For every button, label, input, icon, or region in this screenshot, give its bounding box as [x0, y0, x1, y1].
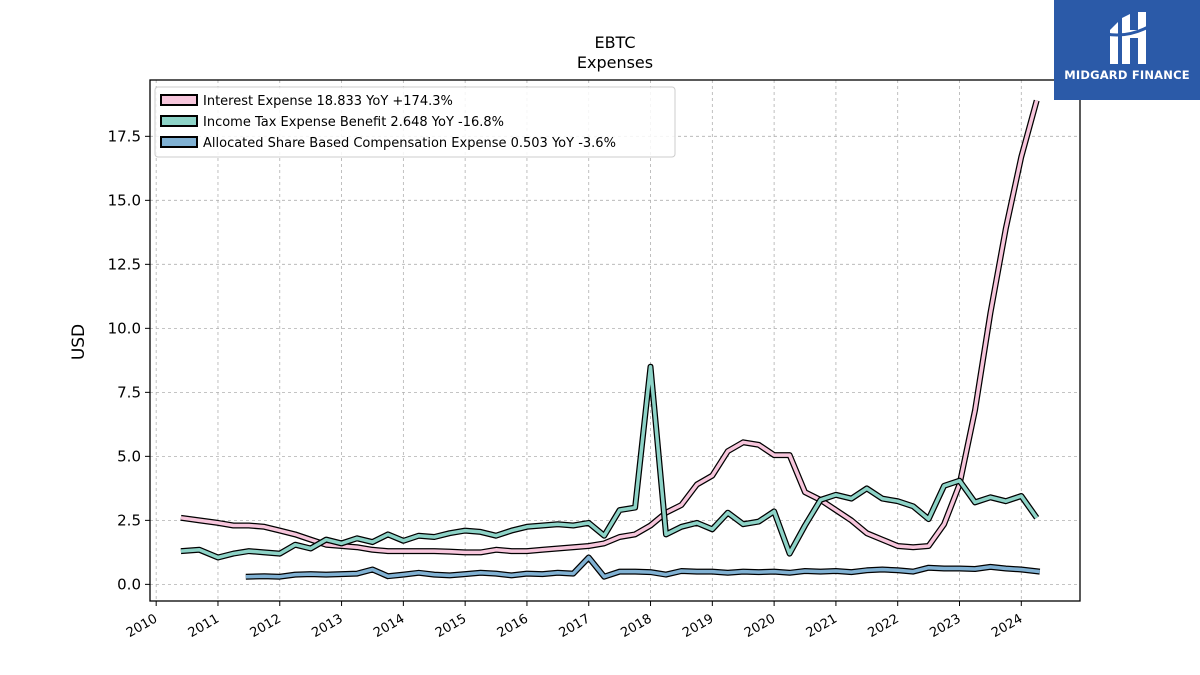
y-tick-label: 17.5 — [108, 127, 141, 145]
midgard-logo-icon — [1105, 12, 1151, 64]
y-axis-label: USD — [69, 324, 89, 360]
chart-title-text: EBTC — [594, 33, 635, 52]
x-tick-label: 2013 — [309, 611, 345, 641]
y-tick-label: 10.0 — [108, 319, 141, 337]
x-tick-label: 2021 — [804, 611, 840, 641]
grid — [150, 80, 1080, 601]
x-tick-label: 2023 — [927, 611, 963, 641]
x-tick-label: 2011 — [186, 611, 222, 641]
series-2 — [245, 554, 1041, 580]
series-line — [180, 364, 1039, 560]
legend-label: Interest Expense 18.833 YoY +174.3% — [203, 94, 453, 109]
legend-label: Allocated Share Based Compensation Expen… — [203, 136, 616, 151]
brand-logo: MIDGARD FINANCE — [1054, 0, 1200, 100]
plot-area-frame — [149, 79, 1081, 602]
chart-subtitle-text: Expenses — [577, 53, 653, 72]
chart-title: EBTC Expenses — [577, 33, 653, 72]
legend: Interest Expense 18.833 YoY +174.3% Incom… — [154, 86, 676, 158]
x-tick-label: 2022 — [866, 611, 902, 641]
x-axis: 2010 2011 2012 2013 2014 2015 2016 2017 2018 2019… — [124, 601, 1025, 641]
x-tick-label: 2012 — [248, 611, 284, 641]
x-tick-label: 2015 — [433, 611, 469, 641]
legend-swatch — [160, 94, 198, 106]
y-tick-label: 2.5 — [117, 511, 141, 529]
x-tick-label: 2020 — [742, 611, 778, 641]
y-axis: 0.0 2.5 5.0 7.5 10.0 12.5 15.0 17.5 — [108, 127, 150, 593]
brand-name: MIDGARD FINANCE — [1064, 68, 1190, 82]
series-1 — [180, 363, 1040, 561]
y-tick-label: 7.5 — [117, 383, 141, 401]
y-tick-label: 12.5 — [108, 255, 141, 273]
x-tick-label: 2024 — [989, 611, 1025, 641]
x-tick-label: 2010 — [124, 611, 160, 641]
series-0 — [180, 99, 1040, 556]
y-tick-label: 15.0 — [108, 191, 141, 209]
y-tick-label: 5.0 — [117, 447, 141, 465]
x-tick-label: 2018 — [618, 611, 654, 641]
legend-box — [154, 86, 676, 158]
x-tick-label: 2019 — [680, 611, 716, 641]
x-tick-label: 2016 — [495, 611, 531, 641]
x-tick-label: 2014 — [371, 611, 407, 641]
x-tick-label: 2017 — [557, 611, 593, 641]
series-line — [180, 100, 1039, 555]
series-lines — [180, 99, 1041, 580]
series-line — [245, 555, 1040, 579]
legend-swatch — [160, 115, 198, 127]
legend-swatch — [160, 136, 198, 148]
series-line-outline — [245, 554, 1041, 580]
legend-label: Income Tax Expense Benefit 2.648 YoY -16… — [203, 115, 504, 130]
y-tick-label: 0.0 — [117, 575, 141, 593]
series-line-outline — [180, 99, 1040, 556]
